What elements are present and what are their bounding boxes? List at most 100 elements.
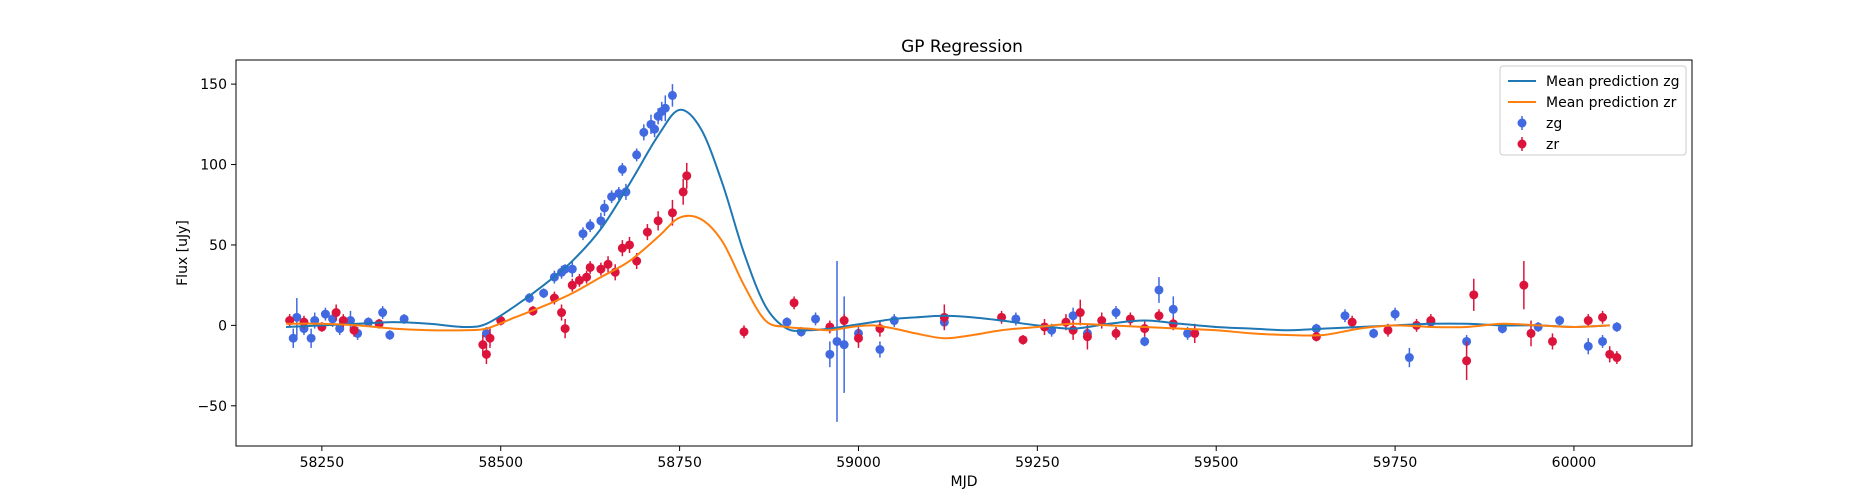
zr-point [585, 262, 595, 272]
zg-point [1140, 336, 1150, 346]
zg-point [378, 308, 388, 318]
zg-point [617, 164, 627, 174]
x-tick-label: 60000 [1552, 455, 1597, 471]
zr-point [1082, 332, 1092, 342]
zr-point [1612, 353, 1622, 363]
zg-point [607, 192, 617, 202]
y-tick-label: 100 [200, 158, 227, 174]
zg-point [1533, 322, 1543, 332]
zr-point [1140, 324, 1150, 334]
zr-point [1526, 328, 1536, 338]
zg-point [585, 221, 595, 231]
plot-frame [235, 59, 1693, 447]
zr-point [1519, 280, 1529, 290]
zr-point [1605, 349, 1615, 359]
legend-label: zg [1546, 116, 1562, 132]
legend-box [1499, 65, 1687, 156]
zg-point [385, 330, 395, 340]
y-tick-label: 0 [218, 318, 227, 334]
zr-point [642, 227, 652, 237]
zr-point [682, 171, 692, 181]
zg-point [839, 340, 849, 350]
zg-point [1111, 308, 1121, 318]
zg-point [1583, 341, 1593, 351]
zg-point [567, 264, 577, 274]
legend: Mean prediction zg Mean prediction zr zg zr [1499, 65, 1687, 156]
zr-point [939, 312, 949, 322]
zr-point [1068, 325, 1078, 335]
x-tick-label: 58750 [657, 455, 702, 471]
zg-point [288, 333, 298, 343]
zr-point [625, 240, 635, 250]
zr-point [481, 349, 491, 359]
zr-point [1462, 356, 1472, 366]
zg-point [1183, 328, 1193, 338]
zr-point [1190, 328, 1200, 338]
zg-point [639, 127, 649, 137]
zg-point [667, 90, 677, 100]
zg-point [632, 150, 642, 160]
zr-point [1018, 335, 1028, 345]
line-Mean prediction zr [286, 214, 1610, 340]
zr-point [567, 280, 577, 290]
zr-point [349, 325, 359, 335]
zg-point [660, 103, 670, 113]
zg-point [524, 293, 534, 303]
zg-point [599, 203, 609, 213]
zg-point [1612, 322, 1622, 332]
x-tick-label: 59750 [1373, 455, 1418, 471]
zg-point [292, 312, 302, 322]
x-tick-label: 58250 [300, 455, 345, 471]
zg-point [363, 317, 373, 327]
zg-point [335, 324, 345, 334]
zg-point [782, 317, 792, 327]
zg-point [1068, 311, 1078, 321]
y-tick-label: −50 [197, 399, 227, 415]
y-axis-label: Flux [uJy] [175, 220, 191, 286]
zg-point [1598, 336, 1608, 346]
zg-point [306, 333, 316, 343]
zg-point [539, 288, 549, 298]
zg-point [345, 316, 355, 326]
zr-point [1111, 328, 1121, 338]
zg-point [1154, 285, 1164, 295]
legend-label: Mean prediction zg [1546, 74, 1680, 90]
x-tick-label: 58500 [478, 455, 523, 471]
zg-point [399, 314, 409, 324]
zr-point [1311, 332, 1321, 342]
zg-point [875, 345, 885, 354]
zg-point [596, 216, 606, 226]
zg-point [650, 124, 660, 134]
zr-point [1154, 311, 1164, 321]
zr-point [582, 272, 592, 282]
series-zr [285, 162, 1622, 381]
legend-label: Mean prediction zr [1546, 95, 1677, 111]
zg-point [1555, 316, 1565, 326]
zr-point [1547, 336, 1557, 346]
legend-label: zr [1546, 137, 1559, 153]
zg-point [832, 336, 842, 346]
x-axis-label: MJD [951, 474, 978, 490]
zr-point [789, 298, 799, 308]
zg-point [1369, 328, 1379, 338]
zr-point [331, 308, 341, 318]
zr-point [617, 243, 627, 253]
zr-point [596, 264, 606, 274]
zr-point [839, 316, 849, 326]
zg-point [578, 229, 588, 239]
zr-point [1097, 316, 1107, 326]
legend-marker-swatch [1517, 118, 1527, 128]
x-tick-label: 59250 [1015, 455, 1060, 471]
zr-point [1347, 317, 1357, 327]
y-tick-label: 150 [200, 77, 227, 93]
zr-point [574, 275, 584, 285]
series-zg [288, 84, 1622, 422]
zr-point [632, 256, 642, 266]
zr-point [1598, 312, 1608, 322]
zr-point [1583, 316, 1593, 326]
zg-point [1340, 311, 1350, 321]
zg-point [889, 316, 899, 326]
chart-title: GP Regression [901, 37, 1023, 57]
zr-point [1383, 325, 1393, 335]
